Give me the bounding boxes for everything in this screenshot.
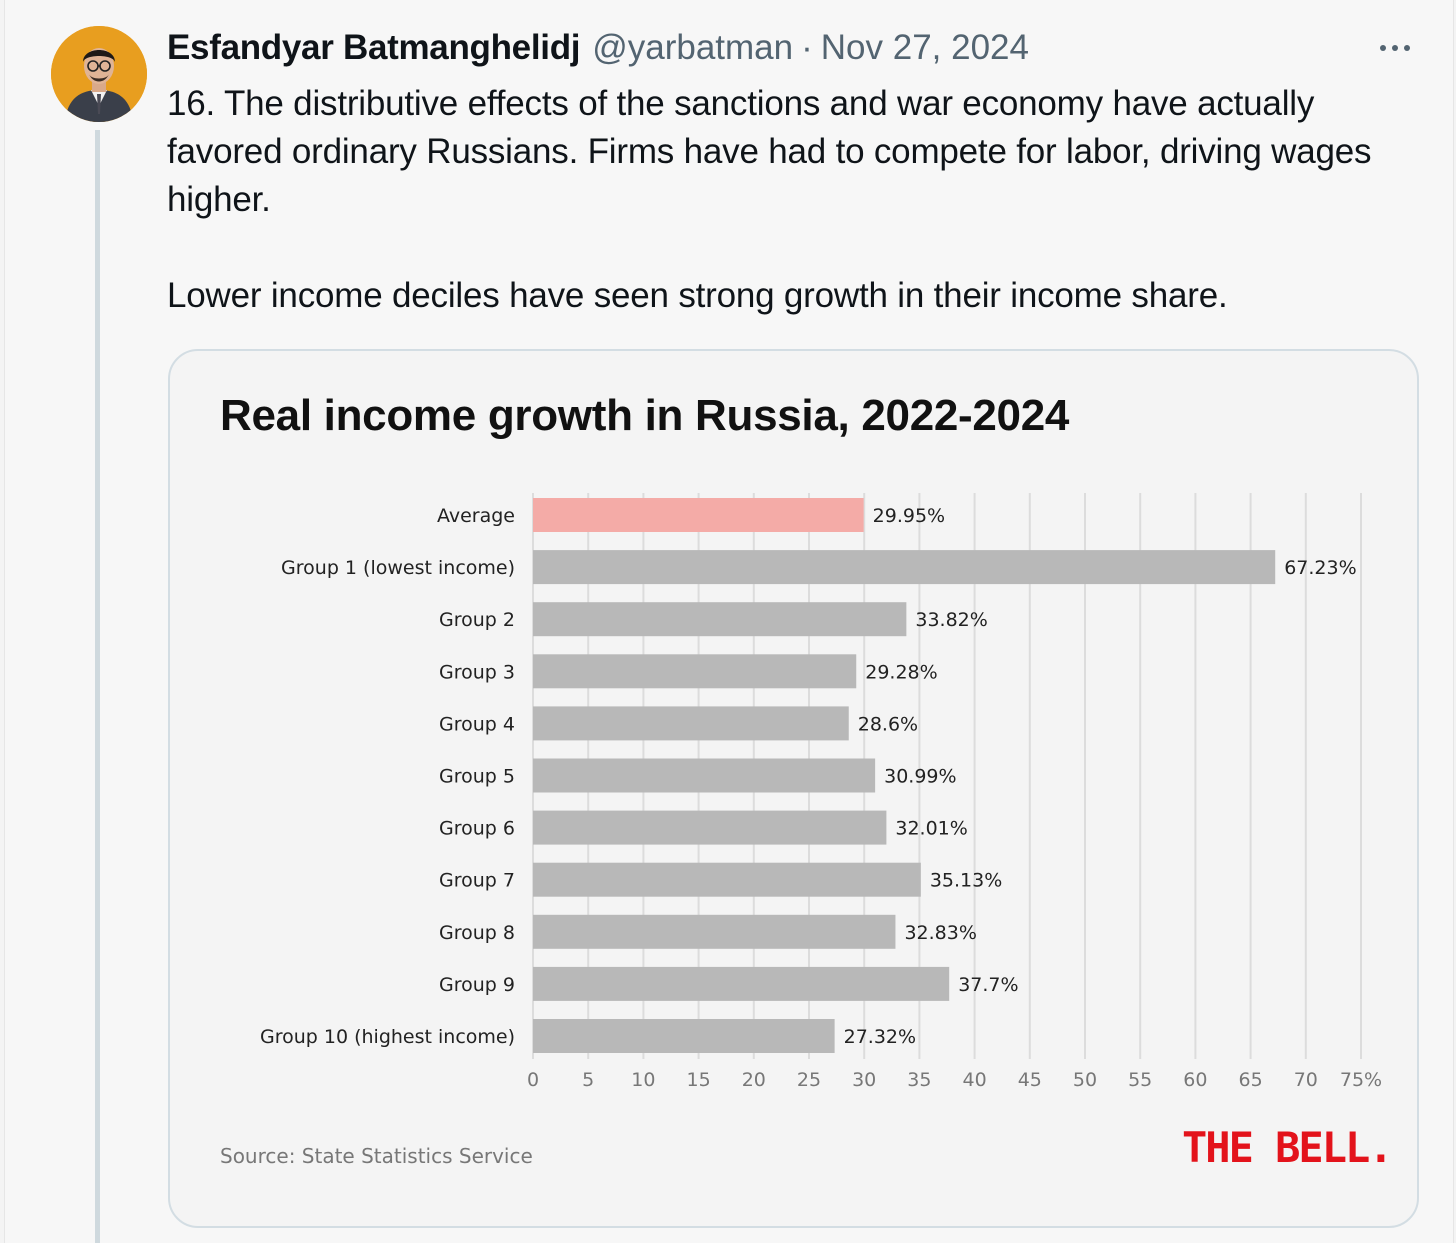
- category-label: Group 1 (lowest income): [281, 557, 515, 579]
- x-tick-label: 40: [963, 1069, 987, 1091]
- x-tick-label: 20: [742, 1069, 766, 1091]
- bar: [533, 758, 876, 793]
- tweet-text: 16. The distributive effects of the sanc…: [167, 80, 1427, 320]
- value-label: 35.13%: [930, 870, 1002, 892]
- tweet-date[interactable]: Nov 27, 2024: [820, 28, 1029, 67]
- category-label: Group 9: [439, 974, 515, 996]
- tweet-container: Esfandyar Batmanghelidj @yarbatman · Nov…: [4, 0, 1454, 1243]
- x-tick-label: 65: [1239, 1069, 1263, 1091]
- more-horizontal-icon: [1380, 45, 1386, 51]
- tweet-paragraph: 16. The distributive effects of the sanc…: [167, 84, 1372, 219]
- more-horizontal-icon: [1404, 45, 1410, 51]
- bar: [533, 654, 857, 689]
- bar-chart: 0 5 10 15 20 25 30 35 40 45 50 55 60 65 70 75% Average 29…: [260, 493, 1382, 1091]
- tweet-header: Esfandyar Batmanghelidj @yarbatman · Nov…: [167, 28, 1029, 72]
- x-tick-label: 50: [1073, 1069, 1097, 1091]
- value-label: 30.99%: [884, 766, 956, 788]
- chart-title: Real income growth in Russia, 2022-2024: [220, 391, 1070, 440]
- x-tick-label: 55: [1128, 1069, 1152, 1091]
- header-separator: ·: [801, 28, 813, 67]
- bar: [533, 550, 1276, 585]
- author-handle[interactable]: @yarbatman: [592, 28, 794, 67]
- x-tick-label: 10: [631, 1069, 655, 1091]
- category-label: Group 7: [439, 870, 515, 892]
- value-label: 67.23%: [1284, 557, 1356, 579]
- x-tick-label: 60: [1183, 1069, 1207, 1091]
- chart-source: Source: State Statistics Service: [220, 1144, 533, 1168]
- avatar[interactable]: [51, 26, 147, 122]
- bar: [533, 498, 864, 532]
- category-label: Group 8: [439, 922, 515, 944]
- bar: [533, 1019, 835, 1053]
- value-label: 29.95%: [873, 505, 945, 527]
- category-label: Group 3: [439, 661, 515, 683]
- x-tick-label: 25: [797, 1069, 821, 1091]
- brand-logo: THE BELL.: [1182, 1123, 1394, 1172]
- x-tick-label: 75%: [1340, 1069, 1382, 1091]
- more-horizontal-icon: [1392, 45, 1398, 51]
- value-label: 29.28%: [865, 661, 937, 683]
- value-label: 32.83%: [904, 922, 976, 944]
- x-tick-label: 70: [1294, 1069, 1318, 1091]
- author-name[interactable]: Esfandyar Batmanghelidj: [167, 28, 581, 67]
- x-tick-label: 45: [1018, 1069, 1042, 1091]
- x-tick-label: 5: [582, 1069, 594, 1091]
- category-label: Group 4: [439, 713, 515, 735]
- category-label: Group 2: [439, 609, 515, 631]
- value-label: 28.6%: [858, 713, 918, 735]
- thread-line: [95, 130, 100, 1243]
- category-label: Average: [437, 505, 515, 527]
- category-label: Group 6: [439, 818, 515, 840]
- bar: [533, 810, 887, 845]
- more-options-button[interactable]: [1371, 30, 1419, 66]
- x-tick-label: 35: [907, 1069, 931, 1091]
- value-label: 27.32%: [844, 1026, 916, 1048]
- value-label: 32.01%: [895, 818, 967, 840]
- bar: [533, 966, 950, 1001]
- category-label: Group 10 (highest income): [260, 1026, 515, 1048]
- x-tick-label: 30: [852, 1069, 876, 1091]
- tweet-paragraph: Lower income deciles have seen strong gr…: [167, 276, 1228, 315]
- bar: [533, 706, 849, 741]
- x-tick-label: 0: [527, 1069, 539, 1091]
- bar: [533, 602, 907, 637]
- bar: [533, 862, 921, 897]
- profile-photo-icon: [51, 26, 147, 122]
- tweet-media-card[interactable]: Real income growth in Russia, 2022-2024 …: [168, 349, 1419, 1228]
- x-tick-label: 15: [687, 1069, 711, 1091]
- bar: [533, 914, 896, 949]
- category-label: Group 5: [439, 766, 515, 788]
- value-label: 37.7%: [958, 974, 1018, 996]
- value-label: 33.82%: [915, 609, 987, 631]
